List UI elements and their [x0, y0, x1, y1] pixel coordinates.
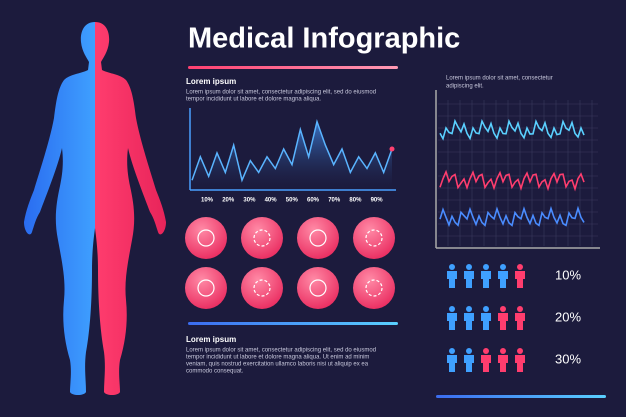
- person-body: [481, 313, 491, 330]
- person-head: [517, 348, 523, 354]
- organ-icon: [241, 217, 283, 259]
- person-head: [466, 306, 472, 312]
- organ-icon: [353, 217, 395, 259]
- text-line: tempor incididunt ut labore et dolore ma…: [186, 97, 321, 103]
- person-body: [515, 271, 525, 288]
- text-line: Lorem ipsum dolor sit amet, consectetur: [446, 76, 553, 82]
- person-head: [483, 348, 489, 354]
- person-icon: [464, 306, 474, 330]
- person-head: [449, 348, 455, 354]
- person-icon: [515, 306, 525, 330]
- person-icon: [498, 348, 508, 372]
- organ-glyph: [253, 229, 271, 247]
- title: Medical Infographic: [188, 23, 460, 55]
- person-body: [447, 271, 457, 288]
- person-icon: [515, 264, 525, 288]
- person-body: [447, 313, 457, 330]
- person-head: [500, 348, 506, 354]
- x-tick-label: 20%: [222, 198, 235, 204]
- organ-glyph: [309, 279, 327, 297]
- x-tick-label: 30%: [243, 198, 256, 204]
- person-icon: [515, 348, 525, 372]
- x-tick-label: 40%: [265, 198, 278, 204]
- organ-icon: [353, 267, 395, 309]
- text-line: veniam, quis nostrud exercitation ullamc…: [186, 362, 369, 368]
- pulse-wave: [439, 118, 585, 141]
- divider: [188, 322, 398, 325]
- person-icon: [481, 348, 491, 372]
- person-icon: [481, 264, 491, 288]
- x-tick-label: 90%: [371, 198, 384, 204]
- organ-glyph: [365, 279, 383, 297]
- person-body: [464, 313, 474, 330]
- x-tick-label: 80%: [349, 198, 362, 204]
- person-body: [498, 355, 508, 372]
- x-tick-label: 70%: [328, 198, 341, 204]
- person-icon: [447, 264, 457, 288]
- person-body: [464, 271, 474, 288]
- x-tick-label: 60%: [307, 198, 320, 204]
- person-head: [466, 348, 472, 354]
- percent-label: 10%: [555, 267, 581, 282]
- organ-glyph: [309, 229, 327, 247]
- person-body: [498, 313, 508, 330]
- area-line: [191, 119, 393, 183]
- person-icon: [464, 264, 474, 288]
- percent-label: 20%: [555, 309, 581, 324]
- organ-icon: [185, 267, 227, 309]
- person-head: [500, 264, 506, 270]
- end-dot: [389, 146, 395, 152]
- text-line: Lorem ipsum dolor sit amet, consectetur …: [186, 90, 376, 96]
- person-body: [481, 271, 491, 288]
- organ-icon: [185, 217, 227, 259]
- organ-glyph: [365, 229, 383, 247]
- person-icon: [447, 348, 457, 372]
- organ-icon: [241, 267, 283, 309]
- text-heading: Lorem ipsum: [186, 335, 236, 344]
- person-body: [464, 355, 474, 372]
- person-body: [498, 271, 508, 288]
- organ-icon: [297, 217, 339, 259]
- person-head: [517, 306, 523, 312]
- person-icon: [464, 348, 474, 372]
- percent-label: 30%: [555, 351, 581, 366]
- pulse-wave: [439, 205, 585, 228]
- text-heading: Lorem ipsum: [186, 77, 236, 86]
- area-fill: [192, 121, 392, 188]
- person-head: [449, 264, 455, 270]
- organ-glyph: [197, 279, 215, 297]
- person-body: [447, 355, 457, 372]
- x-tick-label: 50%: [286, 198, 299, 204]
- person-head: [483, 264, 489, 270]
- text-line: tempor incididunt ut labore et dolore ma…: [186, 355, 369, 361]
- person-icon: [498, 264, 508, 288]
- text-line: Lorem ipsum dolor sit amet, consectetur …: [186, 348, 376, 354]
- person-head: [500, 306, 506, 312]
- pulse-wave: [439, 169, 585, 192]
- person-icon: [481, 306, 491, 330]
- person-body: [481, 355, 491, 372]
- text-line: adipiscing elit.: [446, 84, 484, 90]
- organ-glyph: [253, 279, 271, 297]
- x-tick-label: 10%: [201, 198, 214, 204]
- person-icon: [498, 306, 508, 330]
- organ-icon: [297, 267, 339, 309]
- text-line: commodo consequat.: [186, 369, 244, 375]
- person-head: [449, 306, 455, 312]
- person-head: [466, 264, 472, 270]
- organ-glyph: [197, 229, 215, 247]
- person-body: [515, 355, 525, 372]
- person-head: [483, 306, 489, 312]
- monitor-panel: [435, 90, 600, 249]
- person-head: [517, 264, 523, 270]
- title-underline: [188, 66, 398, 69]
- human-body: [24, 22, 166, 395]
- person-icon: [447, 306, 457, 330]
- person-body: [515, 313, 525, 330]
- divider: [436, 395, 606, 398]
